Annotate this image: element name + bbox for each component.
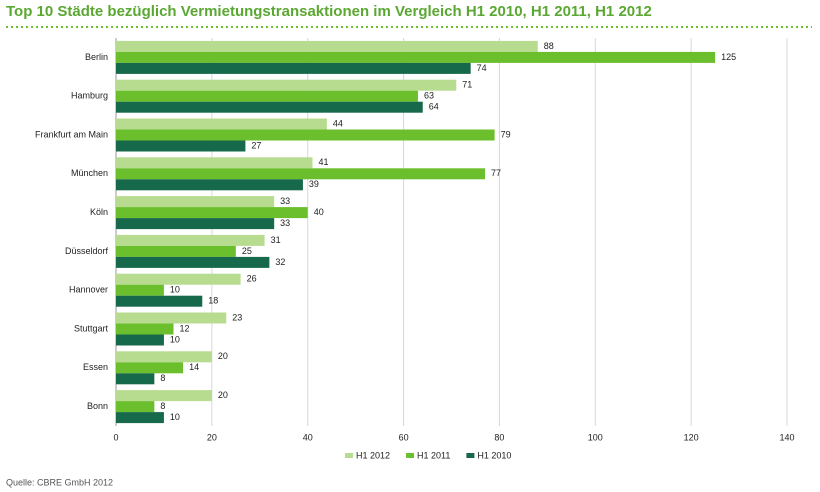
value-label: 18 bbox=[208, 296, 218, 306]
bar bbox=[116, 295, 203, 307]
y-tick-label: Bonn bbox=[87, 401, 108, 411]
y-tick-label: Hamburg bbox=[71, 91, 108, 101]
x-tick-label: 100 bbox=[588, 432, 603, 442]
value-label: 10 bbox=[170, 412, 180, 422]
value-label: 20 bbox=[218, 351, 228, 361]
value-label: 26 bbox=[247, 274, 257, 284]
bar bbox=[116, 412, 164, 424]
value-label: 33 bbox=[280, 196, 290, 206]
value-label: 32 bbox=[275, 257, 285, 267]
bar bbox=[116, 157, 313, 169]
value-label: 14 bbox=[189, 362, 199, 372]
value-label: 39 bbox=[309, 179, 319, 189]
legend-swatch bbox=[345, 453, 353, 458]
value-label: 79 bbox=[501, 129, 511, 139]
value-label: 64 bbox=[429, 102, 439, 112]
source: Quelle: CBRE GmbH 2012 bbox=[6, 477, 113, 487]
bar bbox=[116, 273, 241, 285]
x-tick-label: 140 bbox=[779, 432, 794, 442]
legend-label: H1 2010 bbox=[477, 450, 511, 460]
bar bbox=[116, 90, 418, 102]
bar bbox=[116, 51, 716, 63]
legend-swatch bbox=[466, 453, 475, 458]
bar bbox=[116, 351, 212, 363]
value-label: 125 bbox=[721, 52, 736, 62]
value-label: 41 bbox=[319, 157, 329, 167]
value-label: 33 bbox=[280, 218, 290, 228]
value-label: 10 bbox=[170, 334, 180, 344]
bar bbox=[116, 196, 275, 208]
bar bbox=[116, 245, 236, 257]
bar bbox=[116, 284, 164, 296]
bar bbox=[116, 312, 227, 324]
bar bbox=[116, 373, 155, 385]
y-tick-label: München bbox=[71, 168, 108, 178]
value-label: 88 bbox=[544, 41, 554, 51]
value-label: 23 bbox=[232, 312, 242, 322]
value-label: 8 bbox=[160, 373, 165, 383]
bar bbox=[116, 323, 174, 335]
y-tick-label: Stuttgart bbox=[74, 323, 109, 333]
value-label: 71 bbox=[462, 80, 472, 90]
y-tick-label: Düsseldorf bbox=[65, 246, 109, 256]
chart-title: Top 10 Städte bezüglich Vermietungstrans… bbox=[6, 3, 652, 20]
bar bbox=[116, 362, 184, 374]
bar bbox=[116, 256, 270, 268]
x-tick-label: 120 bbox=[684, 432, 699, 442]
bar bbox=[116, 168, 486, 180]
bar bbox=[116, 40, 538, 52]
value-label: 77 bbox=[491, 168, 501, 178]
value-label: 8 bbox=[160, 401, 165, 411]
value-label: 27 bbox=[251, 140, 261, 150]
y-tick-label: Frankfurt am Main bbox=[35, 129, 108, 139]
value-label: 74 bbox=[477, 63, 487, 73]
bar bbox=[116, 334, 164, 346]
y-tick-label: Berlin bbox=[85, 52, 108, 62]
bar bbox=[116, 401, 155, 413]
bar bbox=[116, 140, 246, 152]
value-label: 25 bbox=[242, 246, 252, 256]
value-label: 63 bbox=[424, 91, 434, 101]
value-label: 40 bbox=[314, 207, 324, 217]
value-label: 44 bbox=[333, 118, 343, 128]
value-label: 12 bbox=[180, 323, 190, 333]
x-tick-label: 20 bbox=[207, 432, 217, 442]
bar bbox=[116, 179, 303, 191]
bar bbox=[116, 218, 275, 230]
y-tick-label: Essen bbox=[83, 362, 108, 372]
bar bbox=[116, 207, 308, 219]
y-tick-label: Hannover bbox=[69, 285, 108, 295]
bar bbox=[116, 234, 265, 246]
y-tick-label: Köln bbox=[90, 207, 108, 217]
bar bbox=[116, 118, 327, 130]
legend-swatch bbox=[406, 453, 415, 458]
bar bbox=[116, 390, 212, 402]
value-label: 10 bbox=[170, 285, 180, 295]
x-tick-label: 60 bbox=[399, 432, 409, 442]
value-label: 20 bbox=[218, 390, 228, 400]
legend-label: H1 2012 bbox=[356, 450, 390, 460]
bar bbox=[116, 129, 495, 141]
bar bbox=[116, 62, 471, 74]
value-label: 31 bbox=[271, 235, 281, 245]
x-tick-label: 0 bbox=[113, 432, 118, 442]
x-tick-label: 40 bbox=[303, 432, 313, 442]
bar bbox=[116, 101, 423, 113]
legend-label: H1 2011 bbox=[417, 450, 450, 460]
bar bbox=[116, 79, 457, 91]
x-tick-label: 80 bbox=[494, 432, 504, 442]
